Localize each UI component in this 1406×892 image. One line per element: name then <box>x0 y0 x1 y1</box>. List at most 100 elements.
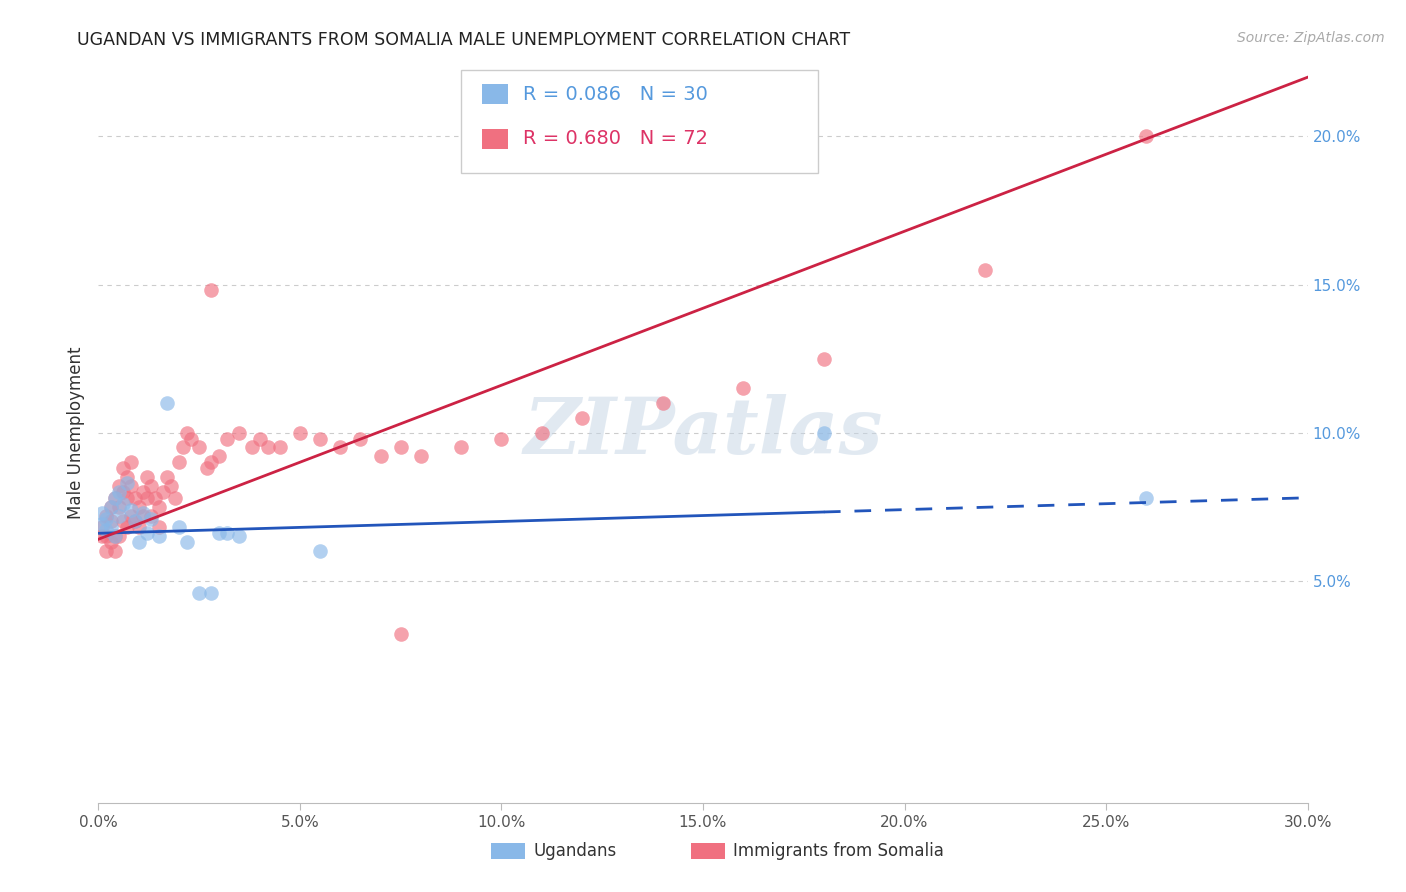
Point <box>249 432 271 446</box>
Point <box>100 520 122 534</box>
FancyBboxPatch shape <box>492 843 526 859</box>
Point <box>651 396 673 410</box>
Point <box>96 511 118 525</box>
Point <box>128 520 150 534</box>
Point <box>269 441 291 455</box>
Point <box>156 396 179 410</box>
Text: Source: ZipAtlas.com: Source: ZipAtlas.com <box>1237 31 1385 45</box>
Point <box>111 497 134 511</box>
Point <box>107 484 129 499</box>
Point <box>1135 491 1157 505</box>
Point <box>152 484 174 499</box>
Y-axis label: Male Unemployment: Male Unemployment <box>66 346 84 519</box>
Point <box>128 535 150 549</box>
Point <box>96 508 118 523</box>
Point <box>115 470 138 484</box>
Point <box>148 500 170 514</box>
FancyBboxPatch shape <box>461 70 818 173</box>
Point <box>176 425 198 440</box>
Point <box>120 508 142 523</box>
Point <box>135 526 157 541</box>
Point <box>107 508 129 523</box>
Point <box>148 520 170 534</box>
Point <box>91 529 114 543</box>
Text: UGANDAN VS IMMIGRANTS FROM SOMALIA MALE UNEMPLOYMENT CORRELATION CHART: UGANDAN VS IMMIGRANTS FROM SOMALIA MALE … <box>77 31 851 49</box>
Point <box>120 455 142 469</box>
Point <box>91 517 114 532</box>
Point <box>195 461 218 475</box>
Point <box>217 526 239 541</box>
Point <box>103 491 125 505</box>
Point <box>139 479 162 493</box>
Point <box>148 529 170 543</box>
Point <box>103 529 125 543</box>
Point <box>167 520 190 534</box>
Point <box>288 425 311 440</box>
Point <box>100 535 122 549</box>
Text: R = 0.086   N = 30: R = 0.086 N = 30 <box>523 85 707 103</box>
Point <box>200 455 222 469</box>
Point <box>120 479 142 493</box>
Point <box>530 425 553 440</box>
Point <box>124 491 146 505</box>
FancyBboxPatch shape <box>482 85 509 104</box>
Point <box>103 544 125 558</box>
Point <box>107 479 129 493</box>
Point <box>217 432 239 446</box>
Point <box>115 491 138 505</box>
Point <box>813 425 835 440</box>
Point <box>733 381 755 395</box>
Point <box>132 484 155 499</box>
Point <box>91 506 114 520</box>
Point <box>128 500 150 514</box>
Point <box>132 508 155 523</box>
Point <box>124 515 146 529</box>
Point <box>100 500 122 514</box>
Point <box>309 544 332 558</box>
Point <box>256 441 278 455</box>
Point <box>240 441 263 455</box>
Point <box>389 441 412 455</box>
Point <box>409 450 432 464</box>
Point <box>91 520 114 534</box>
Point <box>100 515 122 529</box>
Point <box>228 529 250 543</box>
Text: ZIPatlas: ZIPatlas <box>523 394 883 471</box>
Point <box>1135 129 1157 144</box>
Point <box>96 524 118 538</box>
Point <box>103 491 125 505</box>
Point <box>188 441 211 455</box>
Point <box>349 432 371 446</box>
Text: R = 0.680   N = 72: R = 0.680 N = 72 <box>523 129 707 148</box>
Point <box>450 441 472 455</box>
Point <box>156 470 179 484</box>
Point <box>100 500 122 514</box>
Point <box>135 491 157 505</box>
Point <box>208 526 231 541</box>
Point <box>120 502 142 516</box>
Point <box>172 441 194 455</box>
Point <box>813 351 835 366</box>
FancyBboxPatch shape <box>482 128 509 149</box>
Point <box>96 529 118 543</box>
Point <box>107 500 129 514</box>
Point <box>571 410 593 425</box>
Point <box>107 529 129 543</box>
Point <box>143 491 166 505</box>
Text: Immigrants from Somalia: Immigrants from Somalia <box>734 842 943 860</box>
Point <box>111 515 134 529</box>
Point <box>370 450 392 464</box>
Point <box>200 284 222 298</box>
Point <box>96 544 118 558</box>
Point <box>200 585 222 599</box>
Point <box>163 491 186 505</box>
Point <box>228 425 250 440</box>
Point <box>167 455 190 469</box>
Point <box>180 432 202 446</box>
Point <box>135 470 157 484</box>
Text: Ugandans: Ugandans <box>534 842 617 860</box>
Point <box>111 484 134 499</box>
Point <box>309 432 332 446</box>
Point <box>491 432 513 446</box>
Point <box>139 508 162 523</box>
